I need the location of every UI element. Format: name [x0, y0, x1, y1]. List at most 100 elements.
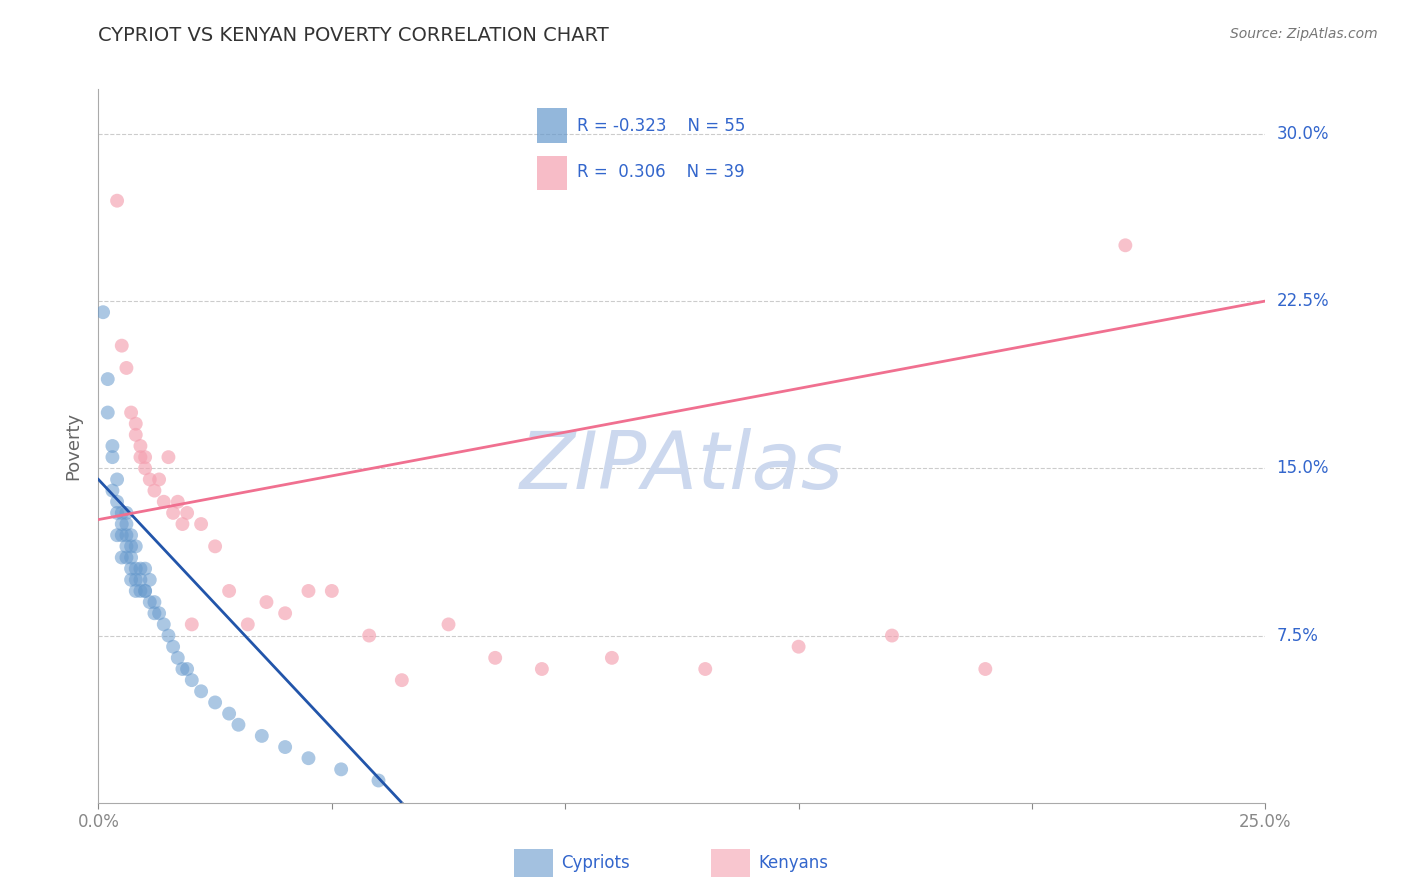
Point — [125, 573, 148, 587]
Point — [204, 696, 226, 710]
Point — [115, 550, 138, 565]
Point — [274, 740, 297, 755]
Point — [484, 651, 506, 665]
Point — [91, 305, 114, 319]
Point — [129, 439, 152, 453]
Point — [115, 517, 138, 532]
Point — [437, 617, 460, 632]
Point — [120, 405, 142, 420]
Point — [105, 473, 128, 487]
Bar — [711, 849, 751, 877]
Point — [143, 595, 166, 609]
Point — [120, 528, 142, 542]
Point — [101, 439, 124, 453]
Point — [176, 662, 198, 676]
Bar — [537, 155, 568, 190]
Point — [97, 372, 120, 386]
Point — [115, 360, 138, 375]
Point — [134, 450, 156, 465]
Point — [111, 338, 134, 352]
Text: R =  0.306    N = 39: R = 0.306 N = 39 — [576, 163, 744, 181]
Point — [256, 595, 278, 609]
Point — [974, 662, 997, 676]
Point — [297, 751, 319, 765]
Point — [134, 583, 156, 598]
Point — [134, 461, 156, 475]
Point — [367, 773, 389, 788]
Point — [190, 684, 212, 698]
Point — [176, 506, 198, 520]
Text: 15.0%: 15.0% — [1277, 459, 1329, 477]
Point — [787, 640, 810, 654]
Text: R = -0.323    N = 55: R = -0.323 N = 55 — [576, 117, 745, 135]
Point — [129, 583, 152, 598]
Point — [115, 506, 138, 520]
Point — [125, 562, 148, 576]
Point — [274, 607, 297, 621]
Point — [297, 583, 319, 598]
Text: ZIPAtlas: ZIPAtlas — [520, 428, 844, 507]
Point — [111, 517, 134, 532]
Point — [172, 662, 194, 676]
Point — [143, 483, 166, 498]
Text: 22.5%: 22.5% — [1277, 292, 1329, 310]
Point — [139, 473, 162, 487]
Point — [228, 717, 250, 731]
Text: CYPRIOT VS KENYAN POVERTY CORRELATION CHART: CYPRIOT VS KENYAN POVERTY CORRELATION CH… — [98, 26, 609, 45]
Point — [1114, 238, 1136, 252]
Point — [166, 651, 188, 665]
Text: Source: ZipAtlas.com: Source: ZipAtlas.com — [1230, 27, 1378, 41]
Point — [143, 607, 166, 621]
Point — [359, 628, 381, 642]
Point — [111, 550, 134, 565]
Point — [120, 573, 142, 587]
Point — [115, 539, 138, 553]
Point — [105, 494, 128, 508]
Point — [129, 562, 152, 576]
Text: Cypriots: Cypriots — [561, 854, 630, 872]
Point — [101, 450, 124, 465]
Point — [120, 539, 142, 553]
Point — [250, 729, 273, 743]
Text: 30.0%: 30.0% — [1277, 125, 1329, 143]
Point — [880, 628, 903, 642]
Point — [129, 573, 152, 587]
Point — [125, 417, 148, 431]
Point — [236, 617, 259, 632]
Point — [111, 528, 134, 542]
Point — [105, 506, 128, 520]
Point — [330, 762, 353, 776]
Point — [218, 706, 240, 721]
Point — [695, 662, 717, 676]
Text: Kenyans: Kenyans — [758, 854, 828, 872]
Point — [530, 662, 553, 676]
Point — [97, 405, 120, 420]
Point — [139, 595, 162, 609]
Point — [105, 194, 128, 208]
Point — [148, 473, 170, 487]
Point — [391, 673, 413, 687]
Point — [157, 628, 180, 642]
Point — [172, 517, 194, 532]
Point — [162, 640, 184, 654]
Point — [162, 506, 184, 520]
Point — [190, 517, 212, 532]
Point — [125, 427, 148, 442]
Point — [111, 506, 134, 520]
Point — [120, 550, 142, 565]
Point — [218, 583, 240, 598]
Point — [125, 539, 148, 553]
Point — [180, 617, 202, 632]
Point — [600, 651, 623, 665]
Point — [105, 528, 128, 542]
Point — [321, 583, 343, 598]
Point — [101, 483, 124, 498]
Point — [134, 583, 156, 598]
Point — [166, 494, 188, 508]
Bar — [537, 108, 568, 144]
Point — [115, 528, 138, 542]
Point — [120, 562, 142, 576]
Point — [125, 583, 148, 598]
Point — [139, 573, 162, 587]
Point — [152, 494, 174, 508]
